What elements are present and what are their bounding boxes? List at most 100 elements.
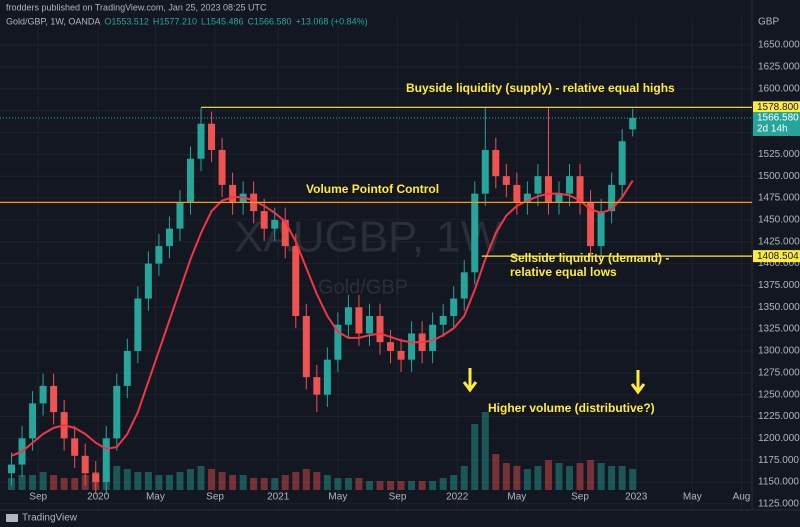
volume-bar [218,472,226,490]
x-tick-label: 2023 [625,492,648,503]
volume-bar [481,412,489,490]
candle-body [144,263,152,299]
volume-bar [365,481,373,490]
volume-bar [587,460,595,490]
volume-bar [566,466,574,490]
x-tick-label: Aug [733,492,751,503]
volume-bar [323,475,331,490]
y-tick-label: 1350.000 [758,302,800,313]
candle-body [555,193,563,203]
candle-body [323,359,331,395]
volume-bar [250,478,258,490]
annotation: Sellside liquidity (demand) - [510,251,669,265]
candle-body [113,385,121,439]
candle-body [229,184,237,203]
candle-body [92,473,100,483]
volume-bar [471,424,479,490]
watermark: XAUGBP, 1W [234,213,503,262]
volume-bar [618,466,626,490]
annotation: Buyside liquidity (supply) - relative eq… [406,81,675,95]
x-tick-label: 2020 [87,492,110,503]
volume-bar [460,466,468,490]
candle-body [365,315,373,334]
watermark-sub: Gold/GBP [318,276,408,298]
volume-bar [597,463,605,490]
volume-bar [523,469,531,490]
candle-body [102,438,110,483]
candle-body [597,211,605,247]
y-tick-label: 1175.000 [758,455,799,466]
y-tick-label: 1200.000 [758,433,800,444]
candle-body [513,184,521,203]
volume-bar [534,466,542,490]
volume-bar [197,466,205,490]
candle-body [460,272,468,299]
volume-bar [50,475,58,490]
volume-bar [123,469,131,490]
candle-body [281,219,289,247]
publisher: frodders published on TradingView.com, J… [6,2,267,12]
volume-bar [292,472,300,490]
candle-body [523,193,531,203]
candle-body [155,246,163,264]
volume-bar [544,460,552,490]
candle-body [587,202,595,247]
volume-bar [29,475,37,490]
candle-body [8,464,16,474]
y-tick-label: 1375.000 [758,280,800,291]
volume-bar [387,481,395,490]
y-unit: GBP [758,17,779,28]
footer: TradingView [22,513,78,524]
y-tick-label: 1500.000 [758,171,800,182]
candle-body [566,176,574,194]
candle-body [387,342,395,351]
volume-bar [576,463,584,490]
candle-body [39,385,47,404]
y-tick-label: 1125.000 [758,499,799,510]
last-price-label: 1566.580 [757,113,799,124]
candle-body [123,350,131,386]
candle-body [81,455,89,474]
volume-bar [134,472,142,490]
candle-body [450,298,458,316]
candle-body [71,438,79,456]
volume-bar [144,472,152,490]
arrow [462,368,478,393]
volume-bar [355,478,363,490]
y-tick-label: 1400.000 [758,258,800,269]
moving-average [11,180,634,457]
volume-bar [239,475,247,490]
y-tick-label: 1150.000 [758,477,799,488]
symbol: Gold/GBP, 1W, OANDA [6,16,100,26]
volume-bar [71,478,79,490]
volume-bar [608,466,616,490]
ohlc-value: H1577.210 [153,16,197,26]
candle-body [197,123,205,159]
volume-bar [629,469,637,490]
candle-body [471,193,479,273]
volume-bar [281,475,289,490]
x-tick-label: May [146,492,165,503]
volume-bar [165,475,173,490]
volume-bar [208,469,216,490]
ohlc-value: O1553.512 [104,16,149,26]
volume-bar [302,469,310,490]
y-tick-label: 1250.000 [758,389,800,400]
volume-bar [186,469,194,490]
volume-bar [229,475,237,490]
volume-bar [271,478,279,490]
x-tick-label: May [507,492,526,503]
y-tick-label: 1325.000 [758,324,800,335]
level-tag [753,250,800,263]
y-tick-label: 1525.000 [758,149,800,160]
arrow [630,370,646,395]
y-tick-label: 1425.000 [758,236,800,247]
y-tick-label: 1650.000 [758,40,800,51]
last-price-tag [753,111,800,136]
candle-body [271,219,279,229]
candle-body [29,403,37,439]
volume-bar [260,478,268,490]
ohlc-value: L1545.486 [201,16,244,26]
candle-body [313,377,321,395]
